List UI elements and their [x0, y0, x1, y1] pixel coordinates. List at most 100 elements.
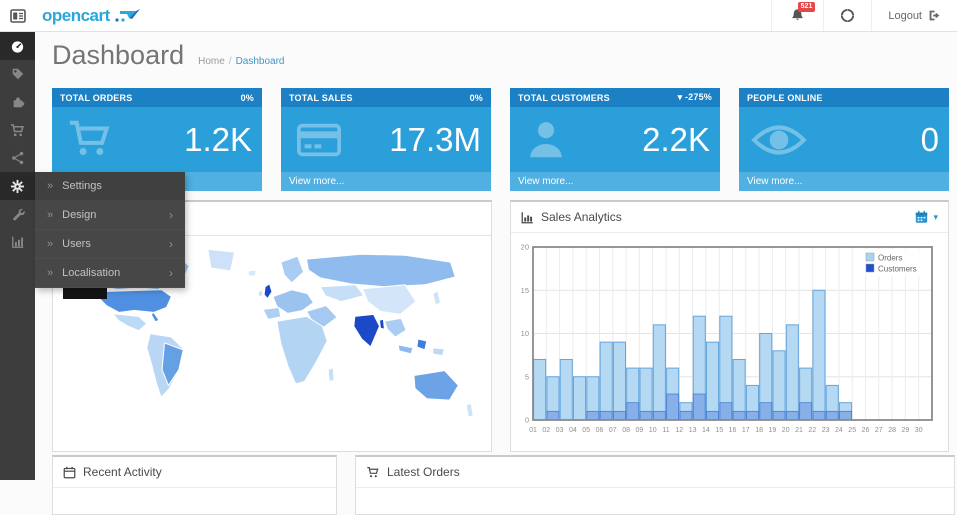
- stat-tile-people-online: PEOPLE ONLINE 0 View more...: [739, 88, 949, 191]
- stat-tile-total-customers: TOTAL CUSTOMERS ▾ -275% 2.2K View more...: [510, 88, 720, 191]
- breadcrumb-home[interactable]: Home: [198, 56, 225, 67]
- sidebar-item-marketing[interactable]: [0, 144, 35, 172]
- svg-text:28: 28: [888, 427, 896, 434]
- flyout-item-users[interactable]: Users: [35, 230, 185, 259]
- flyout-submenu-stub: [63, 288, 107, 299]
- globe-icon: [841, 8, 855, 23]
- chart-icon: [521, 211, 533, 223]
- stores-button[interactable]: [823, 0, 871, 31]
- svg-text:30: 30: [915, 427, 923, 434]
- sidebar-item-reports[interactable]: [0, 228, 35, 256]
- sidebar-item-dashboard[interactable]: [0, 32, 35, 60]
- menu-toggle-icon: [10, 8, 26, 23]
- map-region-usa: [93, 289, 173, 313]
- tile-title: TOTAL SALES: [289, 92, 353, 103]
- map-region-bangladesh: [378, 318, 385, 330]
- map-region-se-asia: [383, 317, 407, 338]
- wrench-icon: [12, 208, 25, 221]
- stat-tile-total-sales: TOTAL SALES 0% 17.3M View more...: [281, 88, 491, 191]
- tile-value: 2.2K: [642, 120, 710, 158]
- svg-text:14: 14: [702, 427, 710, 434]
- tile-percent: 0%: [469, 92, 483, 103]
- date-range-button[interactable]: [914, 210, 938, 224]
- svg-text:0: 0: [525, 416, 529, 425]
- svg-text:16: 16: [729, 427, 737, 434]
- svg-text:20: 20: [521, 243, 529, 252]
- svg-text:27: 27: [875, 427, 883, 434]
- view-more-link[interactable]: View more...: [518, 176, 574, 187]
- map-region-russia: [305, 253, 457, 288]
- flyout-item-label: Design: [62, 209, 97, 221]
- sidebar-item-catalog[interactable]: [0, 60, 35, 88]
- sidebar-item-system[interactable]: [0, 172, 35, 200]
- flyout-item-localisation[interactable]: Localisation: [35, 259, 185, 288]
- puzzle-icon: [13, 97, 24, 108]
- tile-title: TOTAL CUSTOMERS: [518, 92, 610, 103]
- notifications-button[interactable]: 521: [771, 0, 823, 31]
- svg-text:5: 5: [525, 372, 529, 381]
- svg-text:02: 02: [542, 427, 550, 434]
- tag-icon: [12, 68, 23, 80]
- svg-text:08: 08: [622, 427, 630, 434]
- svg-text:25: 25: [848, 427, 856, 434]
- gear-icon: [10, 179, 25, 193]
- map-region-central-asia: [319, 284, 365, 303]
- map-region-greenland: [207, 248, 236, 272]
- sidebar-item-tools[interactable]: [0, 200, 35, 228]
- world-map[interactable]: [60, 241, 484, 441]
- tile-value: 1.2K: [184, 120, 252, 158]
- view-more-link[interactable]: View more...: [289, 176, 345, 187]
- world-map-panel-header: [53, 202, 491, 236]
- map-region-mexico: [112, 313, 148, 332]
- opencart-cart-icon: [115, 8, 140, 22]
- map-region-madagascar: [327, 366, 335, 383]
- flyout-item-label: Localisation: [62, 267, 121, 279]
- svg-text:10: 10: [649, 427, 657, 434]
- sidebar-item-extensions[interactable]: [0, 88, 35, 116]
- svg-text:07: 07: [609, 427, 617, 434]
- map-region-africa: [276, 315, 328, 385]
- svg-text:01: 01: [529, 427, 537, 434]
- tile-value: 0: [920, 120, 939, 158]
- svg-text:29: 29: [902, 427, 910, 434]
- svg-text:24: 24: [835, 427, 843, 434]
- top-bar: opencart 521 Logout: [0, 0, 957, 32]
- svg-text:04: 04: [569, 427, 577, 434]
- svg-text:15: 15: [521, 286, 529, 295]
- sales-analytics-title: Sales Analytics: [541, 210, 622, 224]
- map-region-india: [353, 313, 381, 348]
- sidebar-toggle-button[interactable]: [0, 0, 36, 31]
- recent-activity-panel: Recent Activity: [52, 455, 337, 515]
- svg-text:22: 22: [808, 427, 816, 434]
- map-region-uk: [263, 283, 273, 300]
- double-chevron-icon: [47, 267, 53, 279]
- eye-icon: [751, 117, 807, 168]
- sidebar-item-sales[interactable]: [0, 116, 35, 144]
- map-region-borneo: [416, 338, 428, 351]
- flyout-item-design[interactable]: Design: [35, 201, 185, 230]
- svg-text:18: 18: [755, 427, 763, 434]
- svg-text:26: 26: [862, 427, 870, 434]
- map-region-china: [362, 284, 417, 315]
- logout-button[interactable]: Logout: [871, 0, 957, 31]
- caret-down-icon: [933, 212, 938, 223]
- cart-icon: [64, 117, 116, 168]
- svg-text:13: 13: [689, 427, 697, 434]
- sidebar: [0, 32, 35, 480]
- recent-activity-title: Recent Activity: [83, 465, 162, 479]
- tachometer-icon: [11, 40, 24, 53]
- breadcrumb: Home / Dashboard: [198, 56, 285, 67]
- view-more-link[interactable]: View more...: [747, 176, 803, 187]
- brand-name: opencart: [42, 5, 110, 25]
- double-chevron-icon: [47, 180, 53, 192]
- cart-icon: [10, 123, 24, 136]
- breadcrumb-current[interactable]: Dashboard: [235, 56, 285, 67]
- opencart-logo[interactable]: opencart: [42, 6, 140, 26]
- svg-text:15: 15: [715, 427, 723, 434]
- latest-orders-title: Latest Orders: [387, 465, 460, 479]
- flyout-item-settings[interactable]: Settings: [35, 172, 185, 201]
- logout-label: Logout: [888, 9, 922, 22]
- map-region-ireland: [257, 288, 264, 298]
- svg-text:23: 23: [822, 427, 830, 434]
